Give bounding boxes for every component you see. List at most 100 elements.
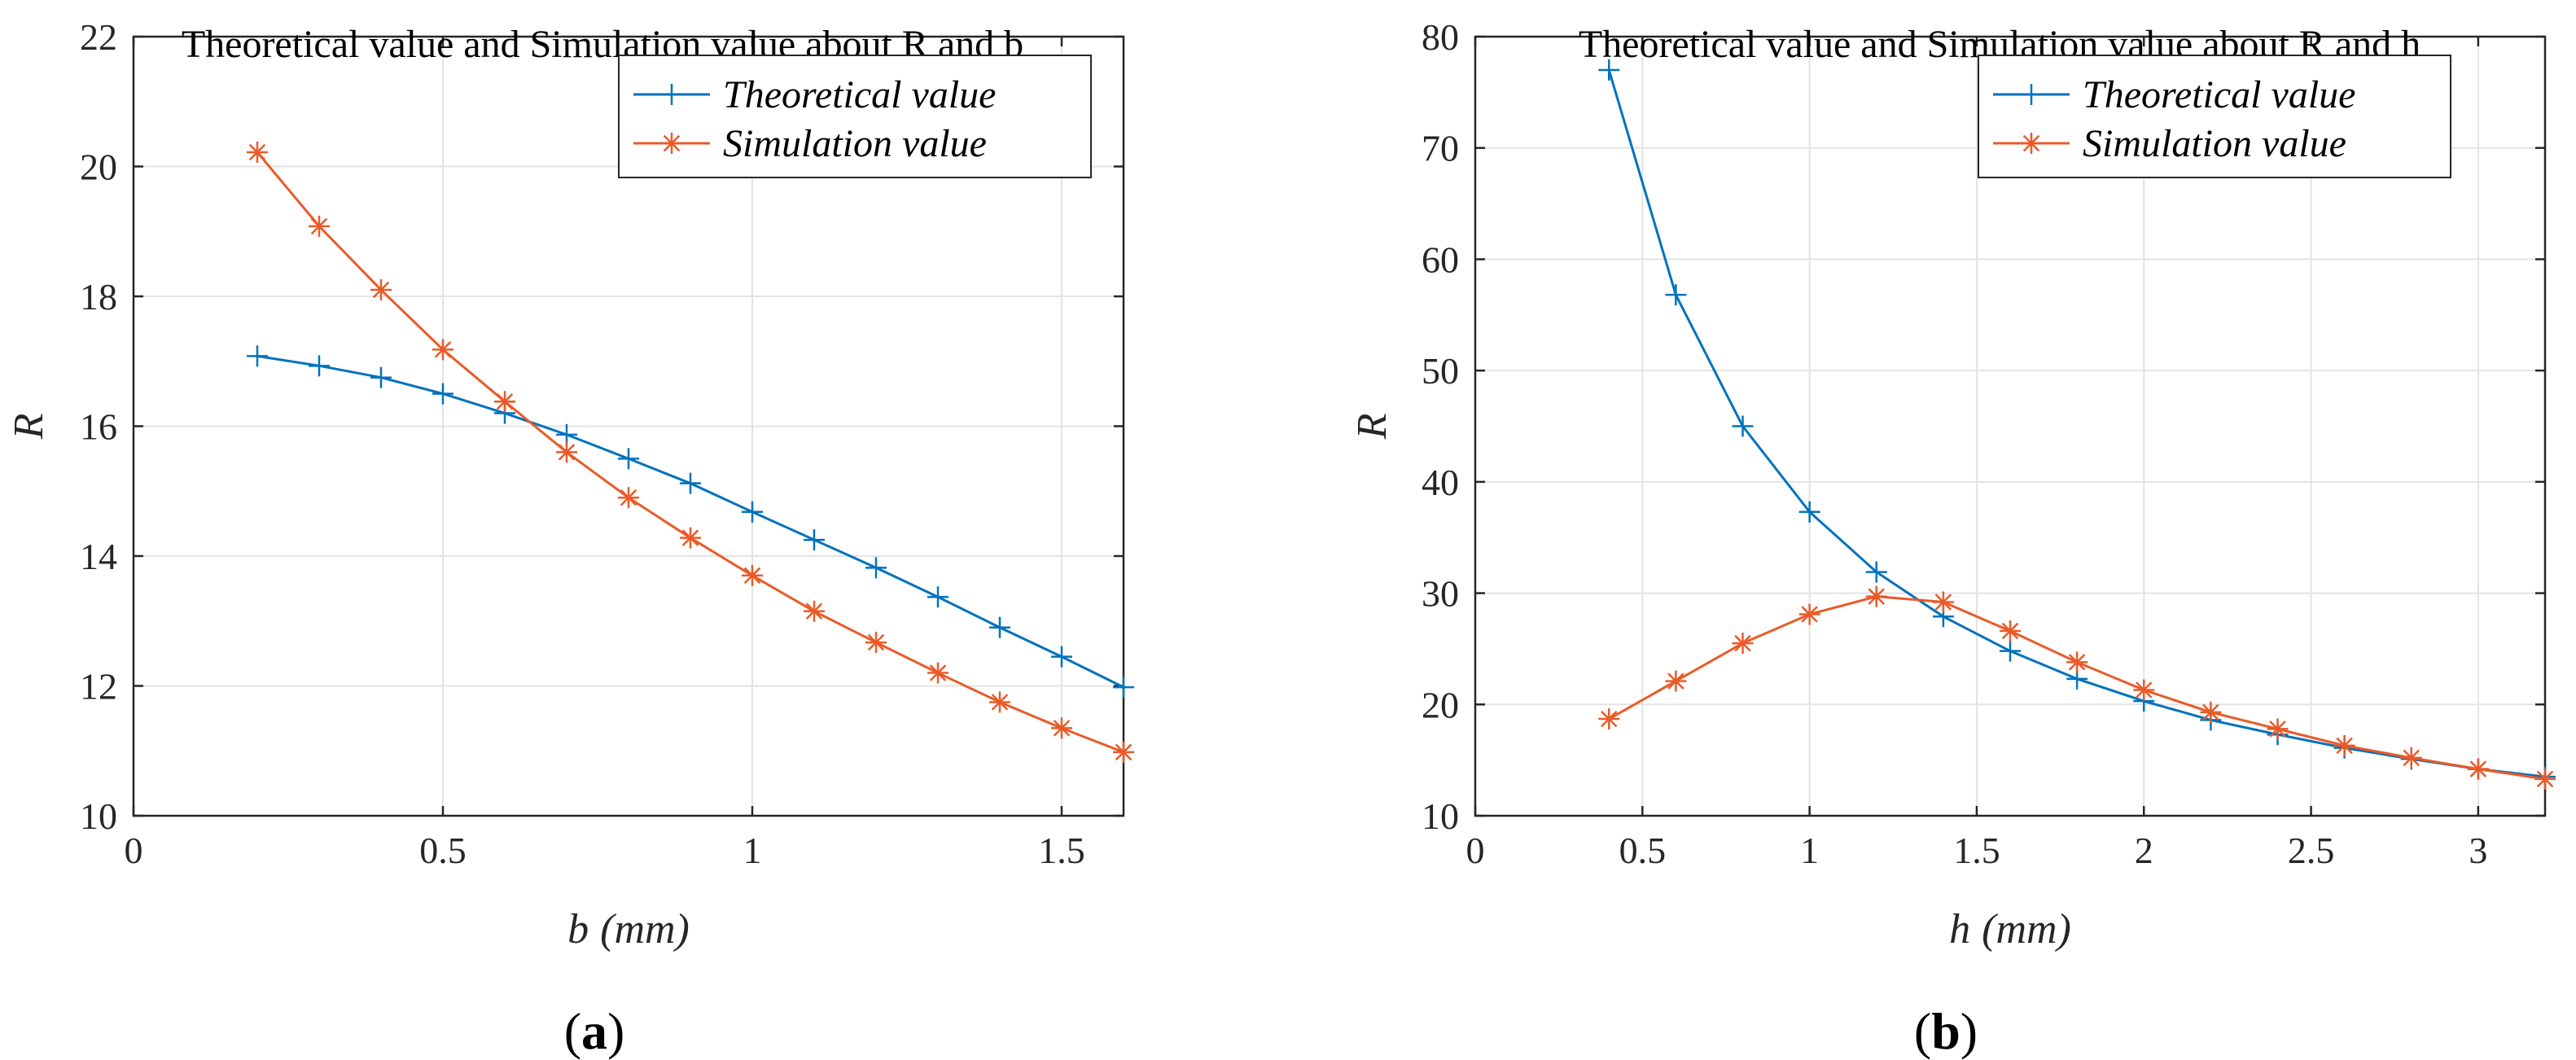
y-tick-label: 10 [1422, 795, 1459, 837]
marker-star [310, 217, 328, 235]
marker-star [1667, 672, 1684, 690]
x-axis-unit: (mm) [1982, 906, 2071, 953]
marker-star [2001, 622, 2019, 640]
marker-star [248, 143, 266, 161]
y-tick-label: 80 [1422, 16, 1459, 58]
data-point [989, 616, 1010, 638]
x-tick-label: 1 [1800, 830, 1819, 871]
data-point [618, 448, 639, 470]
data-point [494, 391, 515, 413]
marker-star [1801, 606, 1818, 623]
legend-entry: Simulation value [633, 122, 987, 165]
marker-star [2202, 703, 2219, 721]
data-point [1051, 717, 1072, 739]
legend: Theoretical value Simulation value [1978, 55, 2451, 178]
data-point [2133, 679, 2155, 701]
marker-star [663, 134, 681, 152]
marker-star [1868, 588, 1885, 605]
x-tick-label: 2.5 [2288, 830, 2335, 871]
panel-label-open: ( [1914, 1002, 1931, 1060]
data-point [1051, 646, 1072, 668]
y-tick-label: 30 [1422, 573, 1459, 615]
data-point [247, 141, 268, 163]
data-point [1598, 59, 1620, 81]
marker-star [867, 633, 885, 651]
marker-star [991, 694, 1009, 711]
x-axis-variable: h [1949, 906, 1970, 953]
marker-star [1601, 710, 1618, 728]
data-point [680, 527, 701, 549]
marker-star [2403, 749, 2420, 767]
legend-marker [661, 84, 682, 105]
y-tick-label: 20 [1422, 684, 1459, 725]
legend-label: Theoretical value [723, 73, 996, 116]
marker-star [2336, 737, 2353, 755]
data-point [2000, 620, 2021, 642]
legend: Theoretical value Simulation value [618, 55, 1092, 178]
data-point [742, 501, 763, 523]
x-tick-label: 3 [2469, 830, 2487, 871]
marker-star [681, 529, 699, 546]
legend-entry: Theoretical value [633, 73, 996, 116]
data-point [2000, 640, 2021, 662]
y-axis-label: R [1349, 414, 1395, 440]
data-point [804, 529, 825, 551]
marker-star [2136, 681, 2153, 699]
y-tick-label: 60 [1422, 239, 1459, 280]
data-point [1113, 677, 1134, 699]
data-point [2400, 747, 2422, 769]
chart-b: 0 0.5 1 1.5 2 2.5 3 10 20 30 40 50 60 70 80 Theoretical… [1349, 16, 2556, 1060]
y-tick-label: 40 [1422, 462, 1459, 503]
marker-star [743, 567, 761, 585]
x-tick-label: 2 [2135, 830, 2153, 871]
data-point [865, 557, 887, 579]
data-point [2267, 718, 2289, 740]
legend-label: Simulation value [2083, 122, 2346, 165]
data-point [1113, 741, 1134, 763]
x-axis-label: b (mm) [567, 906, 690, 953]
data-point [309, 355, 330, 377]
x-tick-label: 1.5 [1953, 830, 2000, 871]
data-point [2534, 768, 2556, 790]
x-axis-variable: b [567, 906, 589, 953]
data-point [2333, 734, 2355, 756]
marker-star [1053, 720, 1071, 737]
marker-star [496, 392, 514, 410]
marker-star [2068, 654, 2086, 671]
data-point [370, 366, 392, 388]
panel-label-letter: a [581, 1002, 607, 1060]
data-point [1798, 501, 1820, 523]
marker-star [1734, 634, 1751, 652]
panel-label-letter: b [1931, 1002, 1960, 1060]
marker-star [1115, 743, 1132, 761]
data-point [2467, 758, 2489, 780]
marker-star [620, 488, 637, 506]
x-tick-label: 1.5 [1038, 830, 1085, 871]
panel-label: (b) [1914, 1002, 1978, 1060]
axes-box [1474, 35, 2547, 817]
data-point [1865, 561, 1887, 583]
data-point [432, 383, 453, 405]
data-point [556, 441, 577, 463]
legend-marker [2021, 133, 2042, 154]
x-axis-unit: (mm) [600, 906, 690, 953]
marker-star [372, 281, 390, 299]
marker-star [2536, 770, 2554, 788]
x-tick-label: 0.5 [419, 830, 467, 871]
marker-star [2469, 760, 2487, 777]
data-point [1865, 585, 1887, 607]
legend-label: Simulation value [723, 122, 987, 165]
legend-entry: Theoretical value [1993, 73, 2355, 116]
marker-star [2269, 721, 2286, 738]
marker-star [2022, 134, 2040, 152]
data-point [989, 691, 1010, 713]
legend-box [618, 55, 1092, 178]
data-point [1665, 284, 1687, 306]
legend-entry: Simulation value [1993, 122, 2346, 165]
data-point [247, 345, 268, 367]
panel-label: (a) [564, 1002, 625, 1060]
y-tick-label: 20 [80, 147, 117, 188]
y-axis-label: R [6, 414, 52, 440]
marker-star [558, 444, 576, 461]
y-tick-label: 16 [80, 406, 117, 448]
